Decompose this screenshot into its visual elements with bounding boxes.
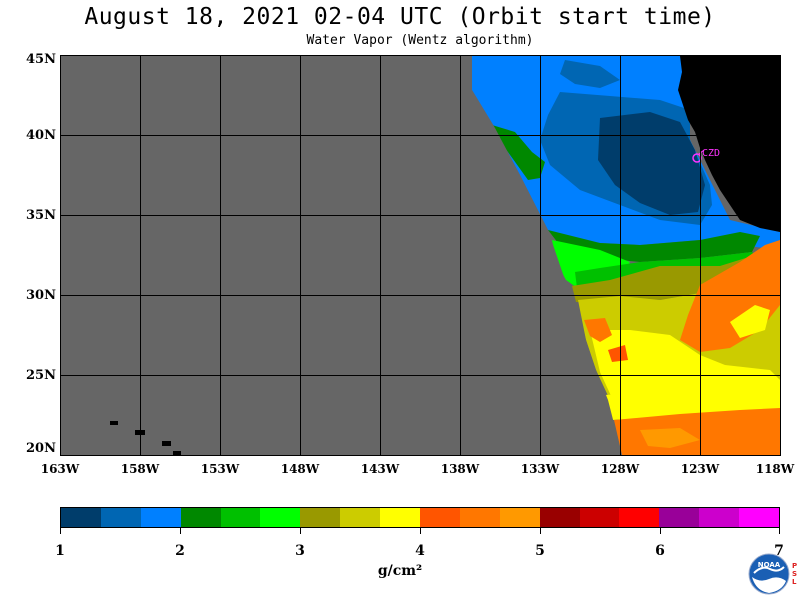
lat-label-20n: 20N: [26, 441, 56, 456]
lon-label-153w: 153W: [200, 462, 240, 476]
lon-label-123w: 123W: [680, 462, 720, 476]
satellite-swath: [61, 56, 780, 455]
colorbar-label-7: 7: [774, 543, 784, 559]
colorbar-label-3: 3: [295, 543, 305, 559]
colorbar-swatch: [459, 508, 500, 527]
colorbar-tick: [300, 528, 301, 534]
colorbar-label-1: 1: [55, 543, 65, 559]
colorbar-swatch: [380, 508, 421, 527]
colorbar-label-6: 6: [655, 543, 665, 559]
lat-label-30n: 30N: [26, 288, 56, 303]
colorbar-swatch: [420, 508, 460, 527]
map-subtitle: Water Vapor (Wentz algorithm): [306, 33, 534, 48]
colorbar: [60, 507, 780, 528]
lat-label-25n: 25N: [26, 368, 56, 383]
lon-label-148w: 148W: [280, 462, 320, 476]
colorbar-swatch: [220, 508, 261, 527]
lat-label-35n: 35N: [26, 208, 56, 223]
colorbar-swatch: [579, 508, 620, 527]
land-north-america: [678, 56, 780, 232]
lat-label-40n: 40N: [26, 128, 56, 143]
colorbar-tick: [420, 528, 421, 534]
colorbar-swatch: [61, 508, 101, 527]
lat-lon-grid: [61, 56, 780, 455]
colorbar-swatch: [340, 508, 381, 527]
colorbar-swatch: [180, 508, 221, 527]
map-frame: [60, 55, 781, 456]
colorbar-label-2: 2: [175, 543, 185, 559]
colorbar-swatch: [140, 508, 181, 527]
colorbar-tick: [540, 528, 541, 534]
map-title: August 18, 2021 02-04 UTC (Orbit start t…: [84, 4, 716, 30]
colorbar-swatch: [739, 508, 780, 527]
colorbar-swatch: [539, 508, 580, 527]
colorbar-tick: [779, 528, 780, 534]
noaa-logo-text: NOAA: [758, 561, 781, 569]
lon-label-163w: 163W: [40, 462, 80, 476]
colorbar-swatch: [499, 508, 540, 527]
colorbar-swatch: [100, 508, 141, 527]
lon-label-138w: 138W: [440, 462, 480, 476]
colorbar-label-5: 5: [535, 543, 545, 559]
lon-label-143w: 143W: [360, 462, 400, 476]
noaa-logo[interactable]: NOAA: [748, 553, 790, 595]
colorbar-label-4: 4: [415, 543, 425, 559]
colorbar-units: g/cm²: [377, 563, 423, 579]
lon-label-118w: 118W: [755, 462, 795, 476]
colorbar-swatch: [300, 508, 341, 527]
colorbar-tick: [180, 528, 181, 534]
colorbar-tick: [60, 528, 61, 534]
lon-label-158w: 158W: [120, 462, 160, 476]
colorbar-tick: [660, 528, 661, 534]
station-label: CZD: [702, 148, 720, 159]
lat-label-45n: 45N: [26, 52, 56, 67]
lon-label-128w: 128W: [600, 462, 640, 476]
colorbar-swatch: [260, 508, 301, 527]
colorbar-swatch: [619, 508, 660, 527]
colorbar-swatch: [699, 508, 740, 527]
lon-label-133w: 133W: [520, 462, 560, 476]
colorbar-swatch: [659, 508, 700, 527]
